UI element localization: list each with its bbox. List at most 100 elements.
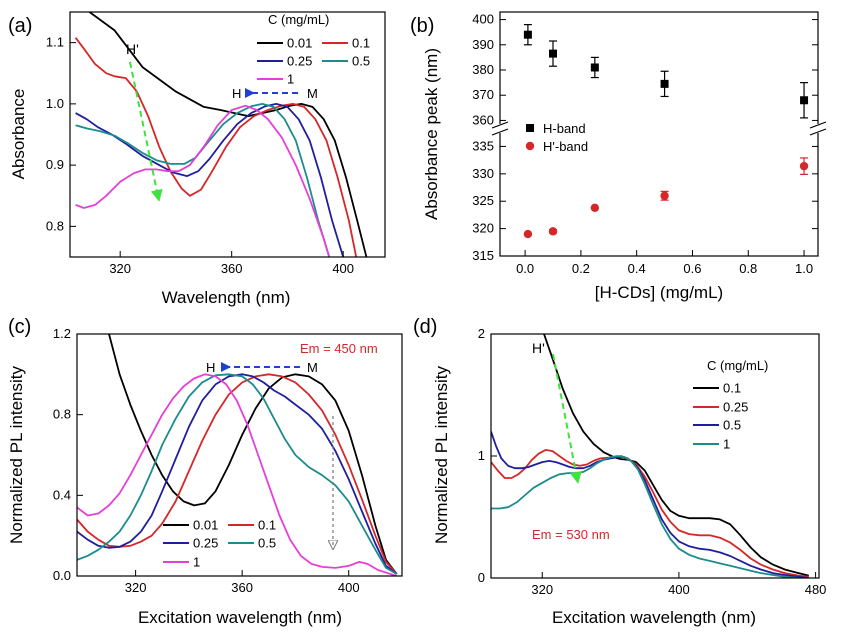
panel-b-label: (b) xyxy=(410,15,434,37)
legend-label: 0.01 xyxy=(193,518,218,533)
panel-a-ylabel: Absorbance xyxy=(9,89,28,180)
x-tick-label: 0.8 xyxy=(739,261,757,276)
y-tick-label: 335 xyxy=(472,138,494,153)
data-point-h-band xyxy=(523,30,532,39)
series-line-1 xyxy=(491,455,799,578)
panel-d-xlabel: Excitation wavelength (nm) xyxy=(552,608,756,627)
x-tick-label: 360 xyxy=(231,580,253,595)
legend-marker xyxy=(525,141,535,151)
y-tick-label: 0.0 xyxy=(53,568,71,583)
x-tick-label: 400 xyxy=(668,582,690,597)
legend-label: 1 xyxy=(723,437,730,452)
panel-d: 320 400 480 0 1 2 (d) Excitation wavelength (… xyxy=(413,316,826,627)
panel-b-ylabel: Absorbance peak (nm) xyxy=(422,48,441,220)
x-tick-label: 480 xyxy=(805,582,827,597)
legend-label: 1 xyxy=(287,72,294,87)
legend-label: 0.25 xyxy=(723,400,748,415)
series-line-0_5 xyxy=(77,373,398,575)
y-tick-label: 0.8 xyxy=(46,218,64,233)
data-point-hprime-band xyxy=(548,227,558,236)
legend-marker xyxy=(526,124,534,132)
x-tick-label: 0.4 xyxy=(628,261,646,276)
panel-d-legend-title: C (mg/mL) xyxy=(707,358,768,373)
panel-c-curves xyxy=(77,334,398,576)
y-tick-label: 1.0 xyxy=(46,96,64,111)
x-tick-label: 320 xyxy=(125,580,147,595)
series-line-0_25 xyxy=(77,373,398,575)
series-line-0_01 xyxy=(88,12,368,257)
panel-b-frame xyxy=(499,11,819,257)
panel-b-axis-break xyxy=(490,121,828,136)
panel-a-legend: 0.01 0.1 0.25 0.5 1 xyxy=(257,36,370,87)
y-tick-label: 1 xyxy=(478,448,485,463)
panel-c-ylabel: Normalized PL intensity xyxy=(7,366,26,544)
panel-b-points xyxy=(523,24,809,239)
y-tick-label: 0.8 xyxy=(53,407,71,422)
data-point-h-band xyxy=(660,79,669,88)
y-tick-label: 360 xyxy=(472,112,494,127)
legend-label: 0.01 xyxy=(287,36,312,51)
data-point-hprime-band xyxy=(660,191,669,200)
legend-label: H-band xyxy=(543,121,586,136)
data-point-hprime-band xyxy=(799,161,809,171)
legend-label: 0.1 xyxy=(352,36,370,51)
panel-c-legend: 0.01 0.1 0.25 0.5 1 xyxy=(163,518,276,570)
y-tick-label: 0 xyxy=(478,570,485,585)
legend-label: 0.5 xyxy=(258,536,276,551)
legend-label: 0.25 xyxy=(193,536,218,551)
panel-a-ticks: 320 360 400 0.8 0.9 1.0 1.1 xyxy=(46,35,354,276)
legend-label: 1 xyxy=(193,555,200,570)
panel-a-h-label: H xyxy=(232,86,241,101)
panel-d-ylabel: Normalized PL intensity xyxy=(432,366,451,544)
legend-label: 0.5 xyxy=(723,418,741,433)
y-tick-label: 380 xyxy=(472,62,494,77)
panel-a-label: (a) xyxy=(8,15,32,37)
panel-c-ticks: 320 360 400 0.0 0.4 0.8 1.2 xyxy=(53,326,360,595)
data-point-h-band xyxy=(590,63,599,72)
data-point-h-band xyxy=(549,49,557,58)
series-line-0_1 xyxy=(543,334,810,577)
legend-label: 0.25 xyxy=(287,54,312,69)
data-point-hprime-band xyxy=(523,229,533,239)
panel-b-ticks: 0.0 0.2 0.4 0.6 0.8 1.0 360 370 380 390 400 315 320 3… xyxy=(472,12,818,276)
panel-c: 320 360 400 0.0 0.4 0.8 1.2 (c) Excitation wav… xyxy=(7,316,403,627)
panel-c-em-label: Em = 450 nm xyxy=(300,341,378,356)
y-tick-label: 325 xyxy=(472,193,494,208)
panel-b-legend: H-band H'-band xyxy=(525,121,588,154)
y-tick-label: 370 xyxy=(472,87,494,102)
y-tick-label: 330 xyxy=(472,166,494,181)
panel-a-legend-title: C (mg/mL) xyxy=(268,12,329,27)
legend-label: 0.1 xyxy=(258,518,276,533)
x-tick-label: 0.2 xyxy=(572,261,590,276)
panel-d-legend: 0.1 0.25 0.5 1 xyxy=(693,381,748,452)
panel-a-frame xyxy=(69,11,386,258)
series-line-0_25 xyxy=(75,103,345,257)
y-tick-label: 0.9 xyxy=(46,157,64,172)
x-tick-label: 1.0 xyxy=(795,261,813,276)
panel-d-curves xyxy=(491,334,810,578)
panel-c-m-label: M xyxy=(307,360,318,375)
panel-a: 320 360 400 0.8 0.9 1.0 1.1 (a) Wavelength (nm… xyxy=(8,11,386,307)
panel-d-ticks: 320 400 480 0 1 2 xyxy=(478,326,827,597)
y-tick-label: 400 xyxy=(472,12,494,27)
panel-c-xlabel: Excitation wavelength (nm) xyxy=(138,608,342,627)
series-line-0_5 xyxy=(75,103,331,257)
legend-label: 0.5 xyxy=(352,54,370,69)
legend-label: H'-band xyxy=(543,139,588,154)
x-tick-label: 400 xyxy=(338,580,360,595)
x-tick-label: 360 xyxy=(221,261,243,276)
panel-a-curves xyxy=(74,12,368,257)
y-tick-label: 1.1 xyxy=(46,35,64,50)
x-tick-label: 320 xyxy=(109,261,131,276)
y-tick-label: 2 xyxy=(478,326,485,341)
y-tick-label: 315 xyxy=(472,248,494,263)
y-tick-label: 390 xyxy=(472,37,494,52)
y-tick-label: 320 xyxy=(472,221,494,236)
panel-a-m-label: M xyxy=(307,86,318,101)
x-tick-label: 400 xyxy=(332,261,354,276)
y-tick-label: 1.2 xyxy=(53,326,71,341)
data-point-h-band xyxy=(800,96,809,105)
panel-d-label: (d) xyxy=(413,316,437,338)
series-line-0_01 xyxy=(108,334,398,575)
